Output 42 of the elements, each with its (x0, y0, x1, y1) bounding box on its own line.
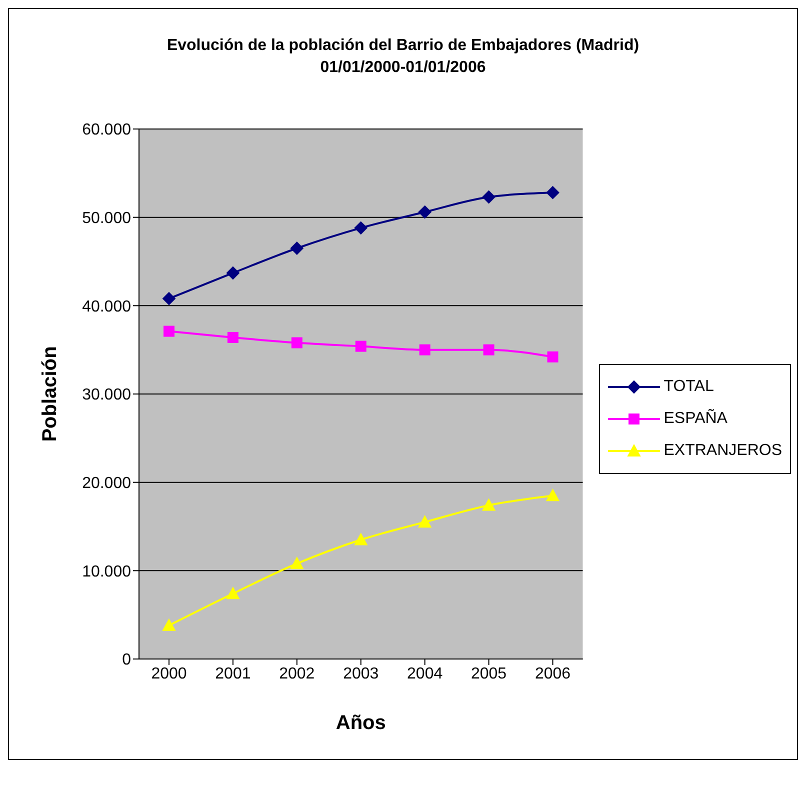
legend-label: ESPAÑA (664, 410, 728, 428)
y-tick-label: 60.000 (82, 122, 132, 139)
x-tick-label: 2005 (470, 665, 507, 682)
legend-label: TOTAL (664, 378, 714, 396)
point (483, 344, 494, 356)
y-tick-label: 40.000 (82, 298, 132, 316)
point (227, 332, 238, 343)
y-tick-label: 20.000 (82, 475, 132, 492)
x-tick-label: 2004 (407, 665, 443, 682)
x-tick-label: 2003 (343, 665, 379, 682)
point (418, 516, 432, 528)
point (291, 337, 302, 348)
x-tick-label: 2001 (215, 665, 251, 682)
point (162, 618, 176, 631)
point (418, 206, 432, 219)
x-tick-label: 2006 (534, 665, 571, 682)
y-axis-title: Población (39, 346, 62, 442)
chart-subtitle: 01/01/2000-01/01/2006 (319, 58, 487, 78)
point (162, 292, 176, 306)
point (546, 489, 560, 502)
point (290, 557, 304, 570)
x-tick-label: 2002 (279, 665, 315, 682)
point (226, 266, 240, 280)
point (355, 340, 366, 352)
point (226, 587, 240, 600)
x-axis-title: Años (336, 712, 386, 734)
point (290, 242, 304, 255)
point (419, 344, 430, 356)
point (482, 498, 496, 511)
point (482, 190, 496, 204)
point (354, 533, 368, 546)
point (354, 221, 368, 234)
point (547, 351, 558, 362)
y-tick-label: 50.000 (82, 210, 132, 228)
y-tick-label: 0 (122, 652, 132, 669)
x-tick-label: 2000 (151, 665, 187, 682)
y-tick-label: 30.000 (82, 386, 132, 404)
point (546, 186, 560, 200)
chart-title: Evolución de la población del Barrio de Embajadores (Madrid) (166, 36, 640, 56)
y-tick-label: 10.000 (82, 563, 132, 580)
legend-label: EXTRANJEROS (664, 442, 782, 460)
point (164, 326, 174, 337)
